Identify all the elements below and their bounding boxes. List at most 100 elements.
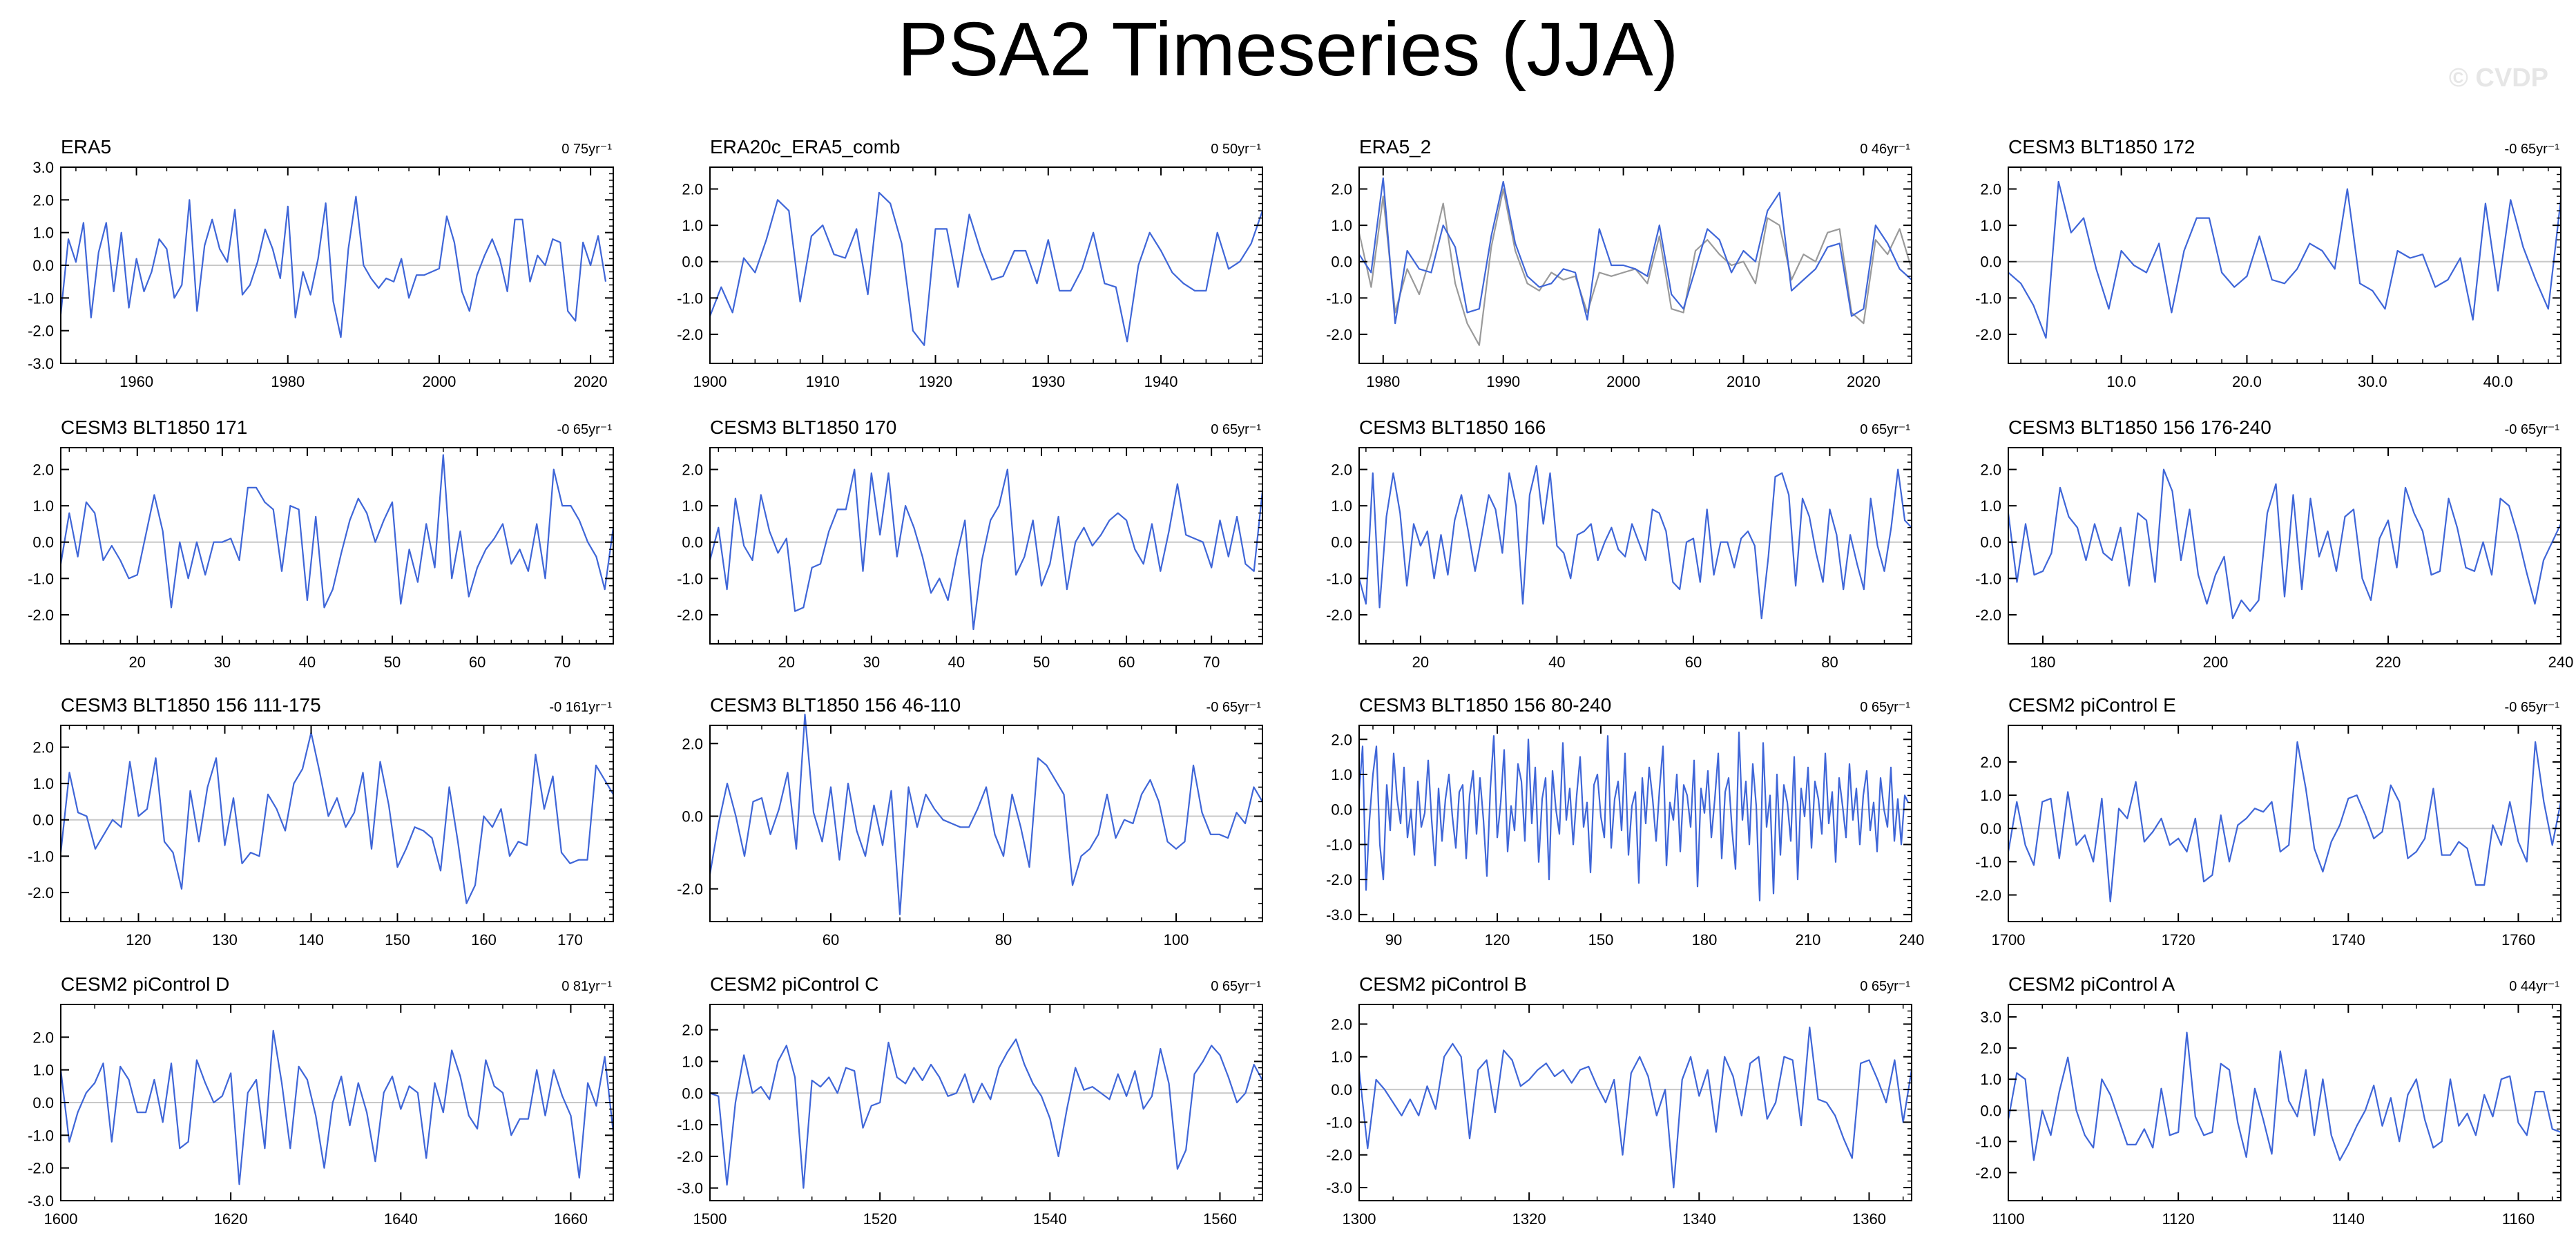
x-tick-label: 30 (863, 654, 880, 671)
panel-11: CESM3 BLT1850 156 80-240 0 65yr⁻¹ -3.0 -2.0… (1326, 694, 1924, 949)
y-tick-label: -2.0 (1326, 326, 1352, 343)
y-tick-label: 2.0 (682, 181, 703, 198)
y-tick-label: -1.0 (677, 289, 703, 307)
y-tick-label: 0.0 (1331, 1081, 1352, 1098)
plot-frame (60, 447, 614, 645)
panel-title: CESM2 piControl C (710, 973, 878, 995)
x-tick-label: 1920 (919, 373, 952, 390)
trend-label: 0 65yr⁻¹ (1860, 979, 1910, 994)
x-tick-label: 2000 (1606, 373, 1640, 390)
series-line (2007, 741, 2562, 903)
y-tick-label: 3.0 (1980, 1009, 2001, 1026)
x-tick-label: 2020 (574, 373, 608, 390)
y-tick-label: 2.0 (32, 461, 54, 479)
x-tick-label: 40 (299, 654, 316, 671)
series-line (1358, 731, 1909, 902)
panel-title: CESM3 BLT1850 170 (710, 417, 896, 438)
trend-label: 0 65yr⁻¹ (1211, 422, 1261, 437)
series-line (1358, 177, 1912, 325)
x-tick-label: 1360 (1852, 1210, 1886, 1228)
x-tick-label: 1500 (693, 1210, 727, 1228)
x-tick-label: 240 (1899, 931, 1925, 949)
trend-label: -0 65yr⁻¹ (2505, 142, 2560, 157)
panel-14: CESM2 piControl C 0 65yr⁻¹ -3.0 -2.0 -1.0 0.0… (677, 973, 1263, 1228)
x-tick-label: 100 (1164, 931, 1189, 949)
y-tick-label: 2.0 (1980, 181, 2001, 198)
x-tick-label: 170 (557, 931, 583, 949)
panel-5: CESM3 BLT1850 171 -0 65yr⁻¹ -2.0 -1.0 0.0 1.0… (28, 417, 615, 671)
x-tick-label: 1760 (2501, 931, 2535, 949)
panel-title: ERA20c_ERA5_comb (710, 136, 900, 158)
y-tick-label: 0.0 (682, 534, 703, 551)
x-tick-label: 150 (1588, 931, 1614, 949)
y-tick-label: 1.0 (1980, 1071, 2001, 1088)
y-tick-label: -2.0 (1975, 607, 2001, 624)
panel-title: CESM3 BLT1850 156 46-110 (710, 694, 961, 716)
y-tick-label: -3.0 (28, 1192, 54, 1210)
panel-title: CESM3 BLT1850 172 (2008, 136, 2195, 158)
x-tick-label: 240 (2548, 654, 2574, 671)
y-tick-label: 2.0 (682, 1022, 703, 1039)
x-tick-label: 50 (384, 654, 401, 671)
x-tick-label: 20 (778, 654, 795, 671)
x-tick-label: 40 (1548, 654, 1565, 671)
y-tick-label: -2.0 (1975, 1164, 2001, 1181)
y-tick-label: -3.0 (677, 1180, 703, 1197)
series-line (1358, 465, 1912, 620)
y-tick-label: -1.0 (1975, 289, 2001, 307)
x-tick-label: 20 (129, 654, 146, 671)
panel-8: CESM3 BLT1850 156 176-240 -0 65yr⁻¹ -2.0 -1… (1975, 417, 2573, 671)
y-tick-label: -2.0 (677, 881, 703, 898)
y-tick-label: 0.0 (32, 1094, 54, 1112)
trend-label: -0 65yr⁻¹ (2505, 422, 2560, 437)
trend-label: 0 75yr⁻¹ (561, 142, 612, 157)
y-tick-label: 1.0 (1331, 217, 1352, 234)
series-line (709, 714, 1263, 915)
y-tick-label: 0.0 (1980, 254, 2001, 271)
x-tick-label: 70 (1203, 654, 1220, 671)
x-tick-label: 50 (1033, 654, 1050, 671)
x-tick-label: 90 (1385, 931, 1402, 949)
y-tick-label: 2.0 (32, 1029, 54, 1046)
x-tick-label: 1930 (1031, 373, 1065, 390)
y-tick-label: 0.0 (1331, 801, 1352, 819)
plot-frame (2008, 725, 2561, 922)
y-tick-label: 0.0 (682, 254, 703, 271)
x-tick-label: 60 (1118, 654, 1135, 671)
y-tick-label: -3.0 (1326, 906, 1352, 924)
y-tick-label: -2.0 (1326, 1147, 1352, 1164)
trend-label: 0 50yr⁻¹ (1211, 142, 1261, 157)
y-tick-label: 2.0 (1331, 181, 1352, 198)
x-tick-label: 2020 (1847, 373, 1881, 390)
y-tick-label: 0.0 (1980, 534, 2001, 551)
x-tick-label: 1340 (1682, 1210, 1716, 1228)
trend-label: 0 65yr⁻¹ (1860, 700, 1910, 715)
trend-label: 0 65yr⁻¹ (1211, 979, 1261, 994)
x-tick-label: 130 (212, 931, 238, 949)
x-tick-label: 200 (2203, 654, 2229, 671)
panel-title: CESM3 BLT1850 156 111-175 (61, 694, 321, 716)
y-tick-label: 0.0 (1980, 1102, 2001, 1119)
y-tick-label: 0.0 (1331, 254, 1352, 271)
x-tick-label: 60 (469, 654, 486, 671)
trend-label: 0 46yr⁻¹ (1860, 142, 1910, 157)
panel-title: ERA5 (61, 136, 111, 158)
y-tick-label: 2.0 (682, 735, 703, 752)
y-tick-label: 1.0 (32, 497, 54, 515)
y-tick-label: 3.0 (32, 159, 54, 176)
y-tick-label: 2.0 (1980, 754, 2001, 771)
y-tick-label: 2.0 (1980, 461, 2001, 479)
x-tick-label: 1980 (1366, 373, 1400, 390)
x-tick-label: 1740 (2332, 931, 2365, 949)
x-tick-label: 150 (385, 931, 410, 949)
y-tick-label: 1.0 (682, 1053, 703, 1070)
panel-13: CESM2 piControl D 0 81yr⁻¹ -3.0 -2.0 -1.0 0.0… (28, 973, 615, 1228)
x-tick-label: 10.0 (2106, 373, 2136, 390)
y-tick-label: 1.0 (1331, 1049, 1352, 1066)
y-tick-label: 2.0 (1331, 461, 1352, 479)
panel-title: CESM3 BLT1850 166 (1359, 417, 1546, 438)
x-tick-label: 30.0 (2358, 373, 2387, 390)
y-tick-label: 2.0 (1980, 1040, 2001, 1057)
x-tick-label: 1140 (2332, 1210, 2365, 1228)
x-tick-label: 1600 (44, 1210, 78, 1228)
